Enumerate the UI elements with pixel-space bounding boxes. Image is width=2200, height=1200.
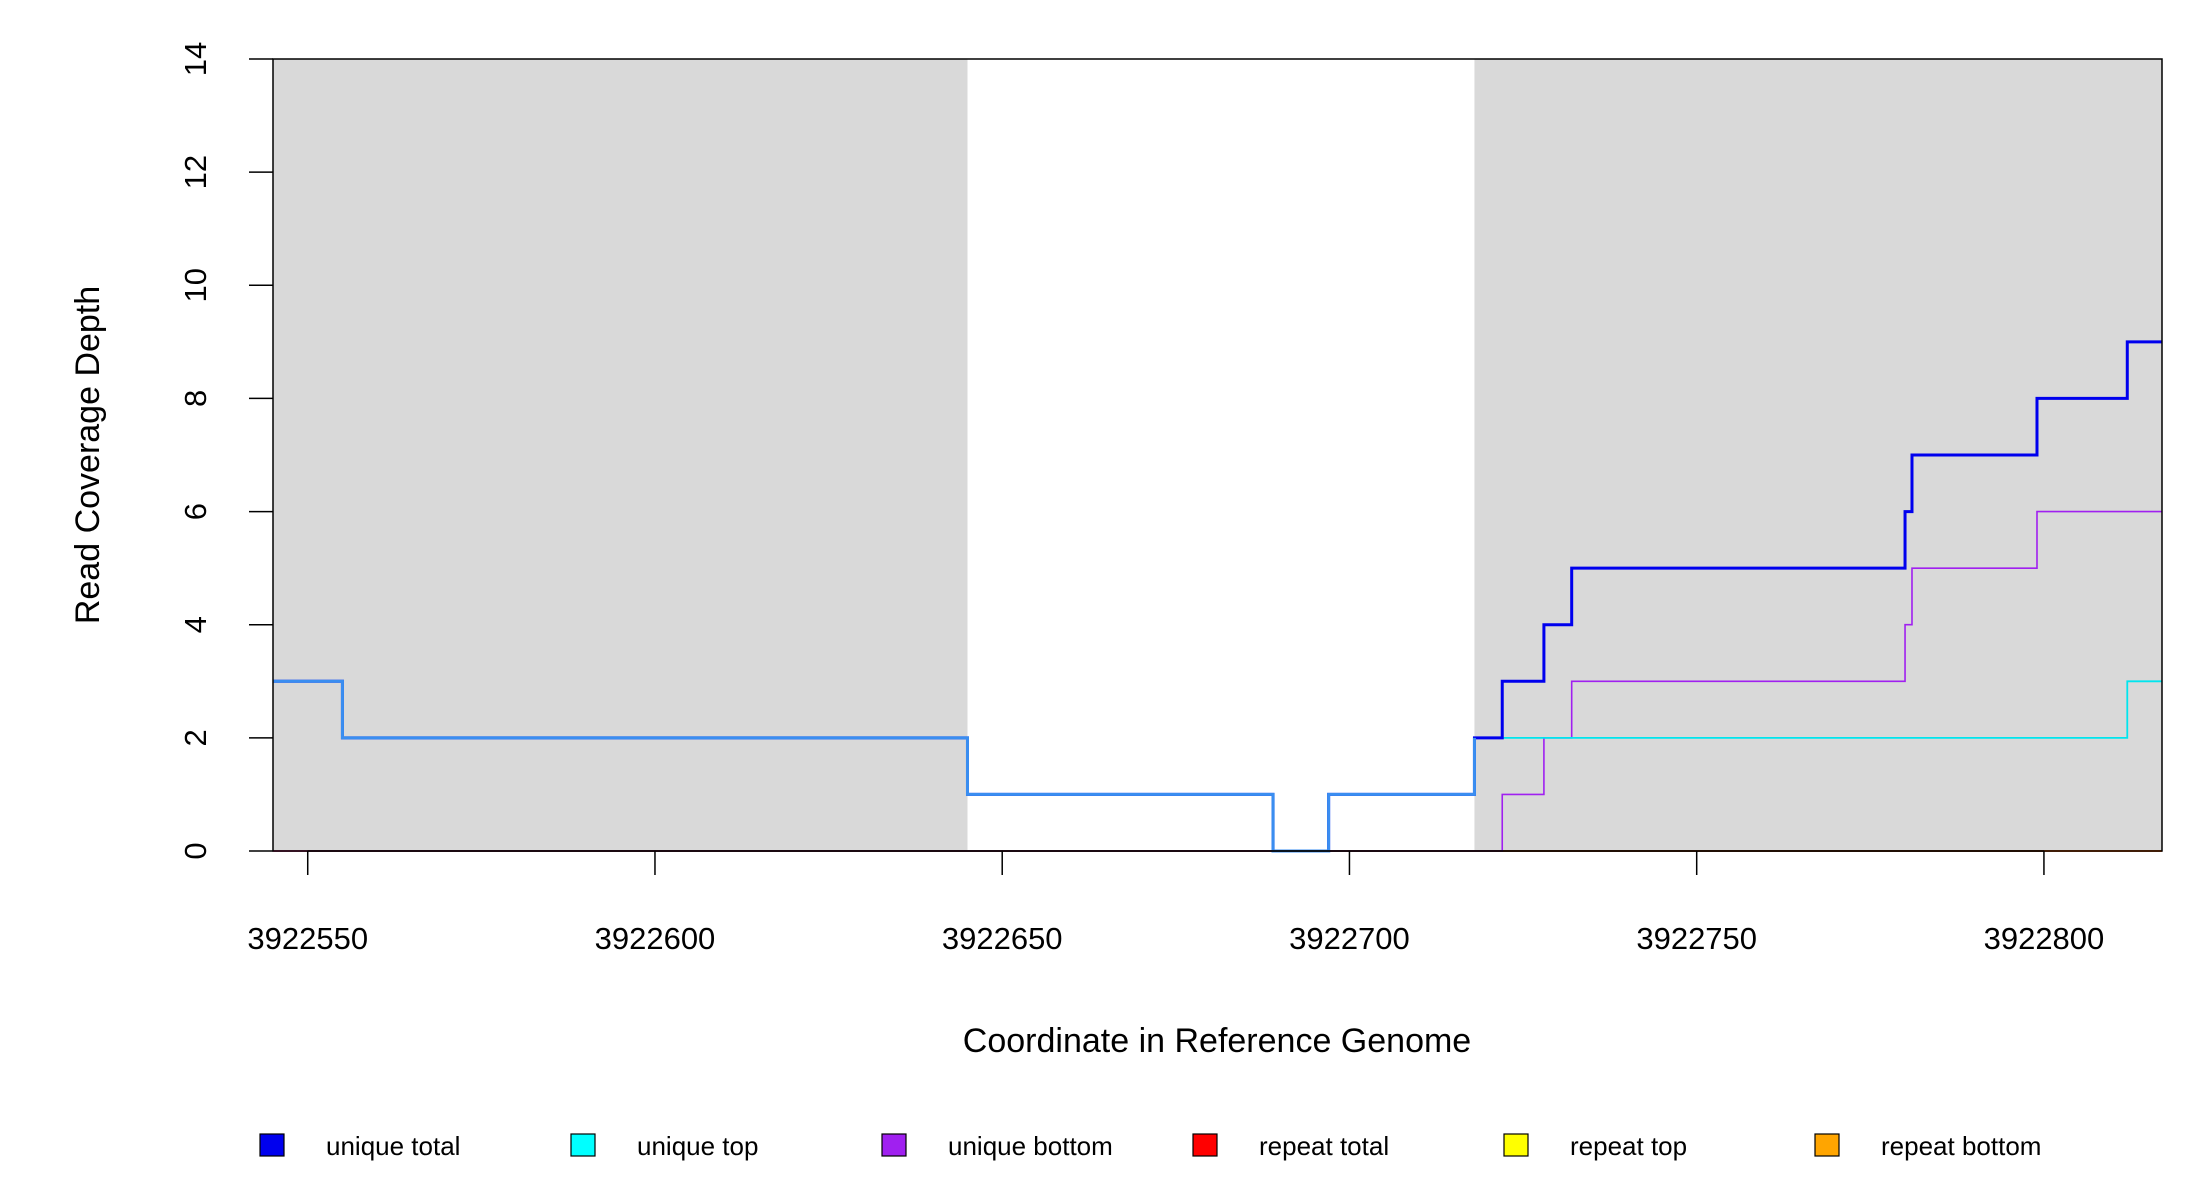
shaded-regions <box>273 59 2162 851</box>
legend-item-repeat-total: repeat total <box>1192 1131 1389 1161</box>
legend: unique total unique top unique bottom repea… <box>259 1131 2041 1161</box>
legend-label: repeat top <box>1570 1131 1687 1161</box>
legend-item-repeat-top: repeat top <box>1503 1131 1687 1161</box>
legend-label: unique total <box>326 1131 460 1161</box>
legend-swatch <box>1814 1133 1840 1157</box>
legend-item-unique-total: unique total <box>259 1131 460 1161</box>
legend-swatch <box>570 1133 596 1157</box>
y-tick-label: 10 <box>178 268 213 302</box>
legend-item-unique-bottom: unique bottom <box>881 1131 1113 1161</box>
legend-swatch <box>1503 1133 1529 1157</box>
x-tick-label: 3922750 <box>1636 921 1757 956</box>
x-tick-label: 3922600 <box>595 921 716 956</box>
y-axis: 0 2 4 6 8 10 12 14 <box>178 42 273 860</box>
y-tick-label: 12 <box>178 155 213 189</box>
legend-swatch <box>259 1133 285 1157</box>
x-tick-label: 3922650 <box>942 921 1063 956</box>
y-tick-label: 0 <box>178 842 213 859</box>
x-tick-label: 3922800 <box>1984 921 2105 956</box>
series-overlap-line <box>273 679 1476 853</box>
legend-swatch <box>881 1133 907 1157</box>
legend-item-unique-top: unique top <box>570 1131 758 1161</box>
legend-label: repeat total <box>1259 1131 1389 1161</box>
x-tick-label: 3922550 <box>247 921 368 956</box>
shaded-region-1 <box>273 59 968 851</box>
y-axis-title: Read Coverage Depth <box>69 286 107 624</box>
legend-label: unique top <box>637 1131 758 1161</box>
y-tick-label: 8 <box>178 390 213 407</box>
series-line-unique-bottom <box>273 510 2162 852</box>
y-tick-label: 14 <box>178 42 213 76</box>
x-axis-title: Coordinate in Reference Genome <box>963 1022 1471 1060</box>
y-tick-label: 6 <box>178 503 213 520</box>
shaded-region-2 <box>1474 59 2162 851</box>
x-tick-label: 3922700 <box>1289 921 1410 956</box>
legend-label: unique bottom <box>948 1131 1113 1161</box>
legend-item-repeat-bottom: repeat bottom <box>1814 1131 2041 1161</box>
y-tick-label: 4 <box>178 616 213 633</box>
legend-label: repeat bottom <box>1881 1131 2041 1161</box>
x-axis: 3922550 3922600 3922650 3922700 3922750 39228… <box>247 850 2105 956</box>
y-tick-label: 2 <box>178 729 213 746</box>
legend-swatch <box>1192 1133 1218 1157</box>
